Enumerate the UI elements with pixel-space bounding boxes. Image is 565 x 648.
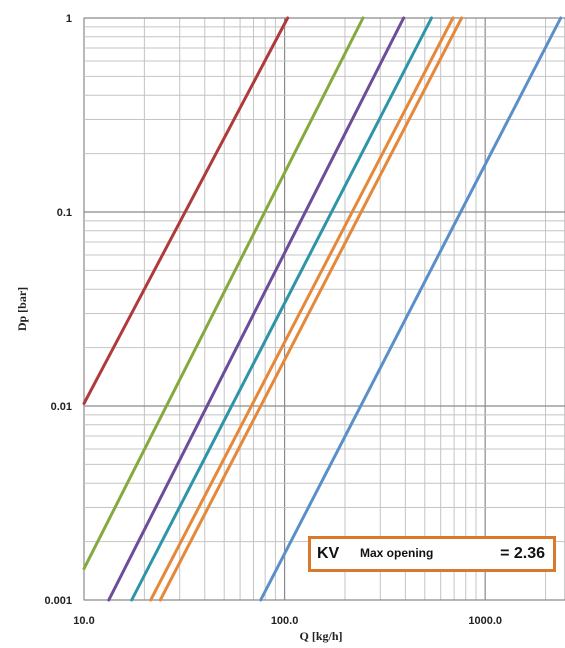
y-tick-label: 1 [66, 13, 72, 25]
series-line-1 [82, 16, 290, 405]
x-tick-label: 1000.0 [468, 615, 502, 627]
y-axis-label: Dp [bar] [15, 287, 29, 331]
y-tick-labels: 0.001 0.01 0.1 1 [44, 13, 72, 607]
series-line-2 [82, 16, 365, 571]
x-tick-label: 10.0 [73, 615, 94, 627]
series-line-7 [259, 16, 563, 602]
series-line-5 [149, 16, 455, 602]
series-line-3 [107, 16, 406, 602]
series-line-6 [158, 16, 464, 602]
x-axis-label: Q [kg/h] [299, 629, 342, 643]
x-tick-label: 100.0 [271, 615, 299, 627]
grid-lines [83, 17, 565, 601]
kv-subscript: Max opening [360, 546, 434, 560]
series-group [82, 16, 563, 602]
kv-label: KV [317, 545, 340, 562]
kv-value: = 2.36 [500, 545, 545, 562]
x-tick-labels: 10.0 100.0 1000.0 [73, 615, 502, 627]
series-line-4 [130, 16, 433, 602]
y-tick-label: 0.01 [51, 401, 72, 413]
kv-info-box: KV Max opening = 2.36 [308, 536, 556, 572]
plot-area [83, 17, 565, 601]
y-tick-label: 0.1 [57, 207, 72, 219]
y-tick-label: 0.001 [44, 595, 72, 607]
